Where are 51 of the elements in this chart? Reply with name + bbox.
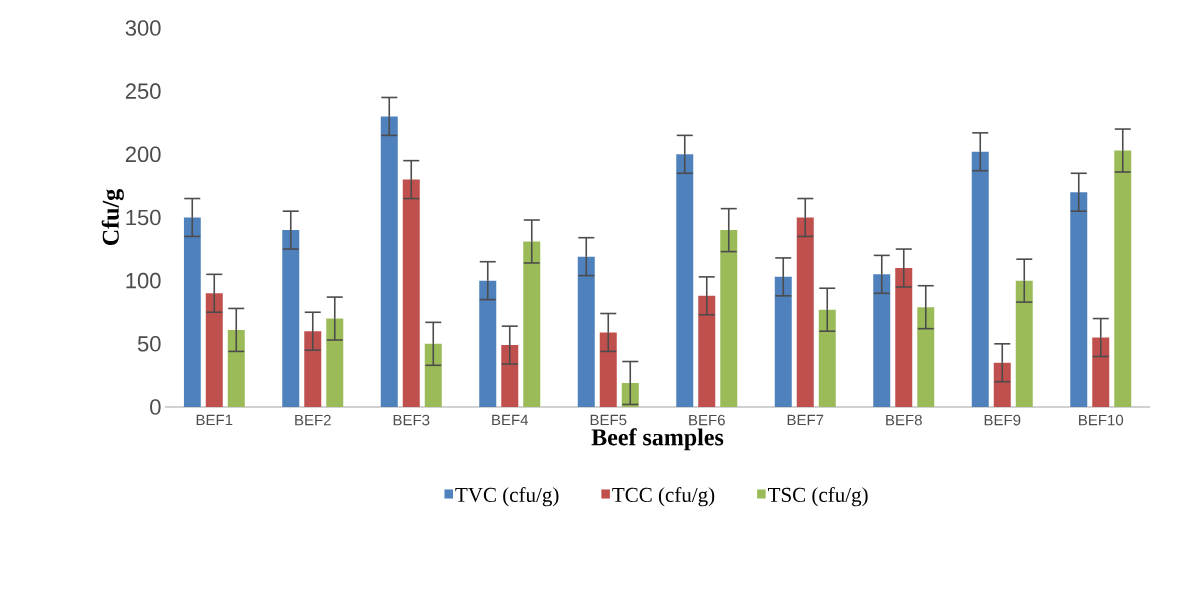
x-tick-label: BEF1 [196, 414, 233, 426]
bar [1092, 337, 1110, 407]
x-tick-label: BEF2 [295, 414, 331, 426]
bar [774, 276, 792, 407]
y-axis-title: Cfu/g [101, 189, 124, 245]
bar [380, 116, 398, 407]
bar [402, 179, 420, 407]
bar [304, 331, 322, 407]
bar [993, 362, 1011, 407]
bar [501, 345, 519, 407]
bar [599, 332, 617, 407]
bar [1114, 150, 1132, 407]
y-tick-label: 150 [126, 209, 161, 226]
x-tick-label: BEF10 [1079, 414, 1124, 426]
x-tick-label: BEF5 [590, 414, 627, 426]
bar [479, 280, 497, 407]
y-tick-label: 300 [125, 20, 161, 36]
x-tick-label: BEF6 [689, 414, 725, 426]
legend-label: TSC (cfu/g) [768, 486, 868, 507]
bar [818, 309, 836, 407]
bar [424, 343, 442, 407]
bar [971, 151, 989, 407]
legend-label: TCC (cfu/g) [612, 486, 715, 507]
x-tick-label: BEF3 [393, 414, 430, 426]
x-axis-title: Beef samples [591, 428, 724, 451]
bar [577, 256, 595, 407]
bar [1070, 192, 1088, 407]
y-tick-label: 250 [125, 83, 161, 99]
bar [698, 295, 716, 407]
bar [917, 307, 935, 407]
bar [523, 241, 541, 407]
x-tick-label: BEF7 [787, 414, 824, 426]
bar [282, 230, 300, 407]
y-tick-label: 100 [126, 272, 161, 289]
x-tick-label: BEF8 [886, 414, 922, 426]
x-tick-label: BEF9 [984, 414, 1021, 426]
bar [183, 217, 201, 407]
bar [720, 230, 738, 407]
bar [326, 318, 344, 407]
bar [895, 268, 913, 407]
legend-label: TVC (cfu/g) [455, 486, 559, 507]
bar [227, 329, 245, 407]
bar [873, 274, 891, 407]
bar [205, 293, 223, 407]
bar [676, 154, 694, 407]
y-tick-label: 0 [150, 399, 161, 415]
bar [796, 217, 814, 407]
y-tick-label: 50 [137, 336, 161, 352]
x-tick-label: BEF4 [492, 414, 529, 426]
bar [1015, 280, 1033, 407]
y-tick-label: 200 [125, 146, 161, 163]
